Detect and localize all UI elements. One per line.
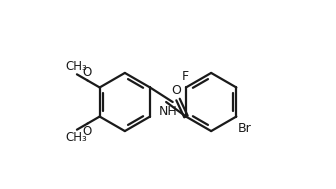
- Text: O: O: [171, 84, 181, 97]
- Text: CH₃: CH₃: [65, 60, 87, 73]
- Text: Br: Br: [238, 122, 252, 135]
- Text: NH: NH: [159, 105, 177, 118]
- Text: F: F: [181, 70, 188, 83]
- Text: O: O: [82, 125, 91, 138]
- Text: CH₃: CH₃: [65, 131, 87, 144]
- Text: O: O: [82, 66, 91, 79]
